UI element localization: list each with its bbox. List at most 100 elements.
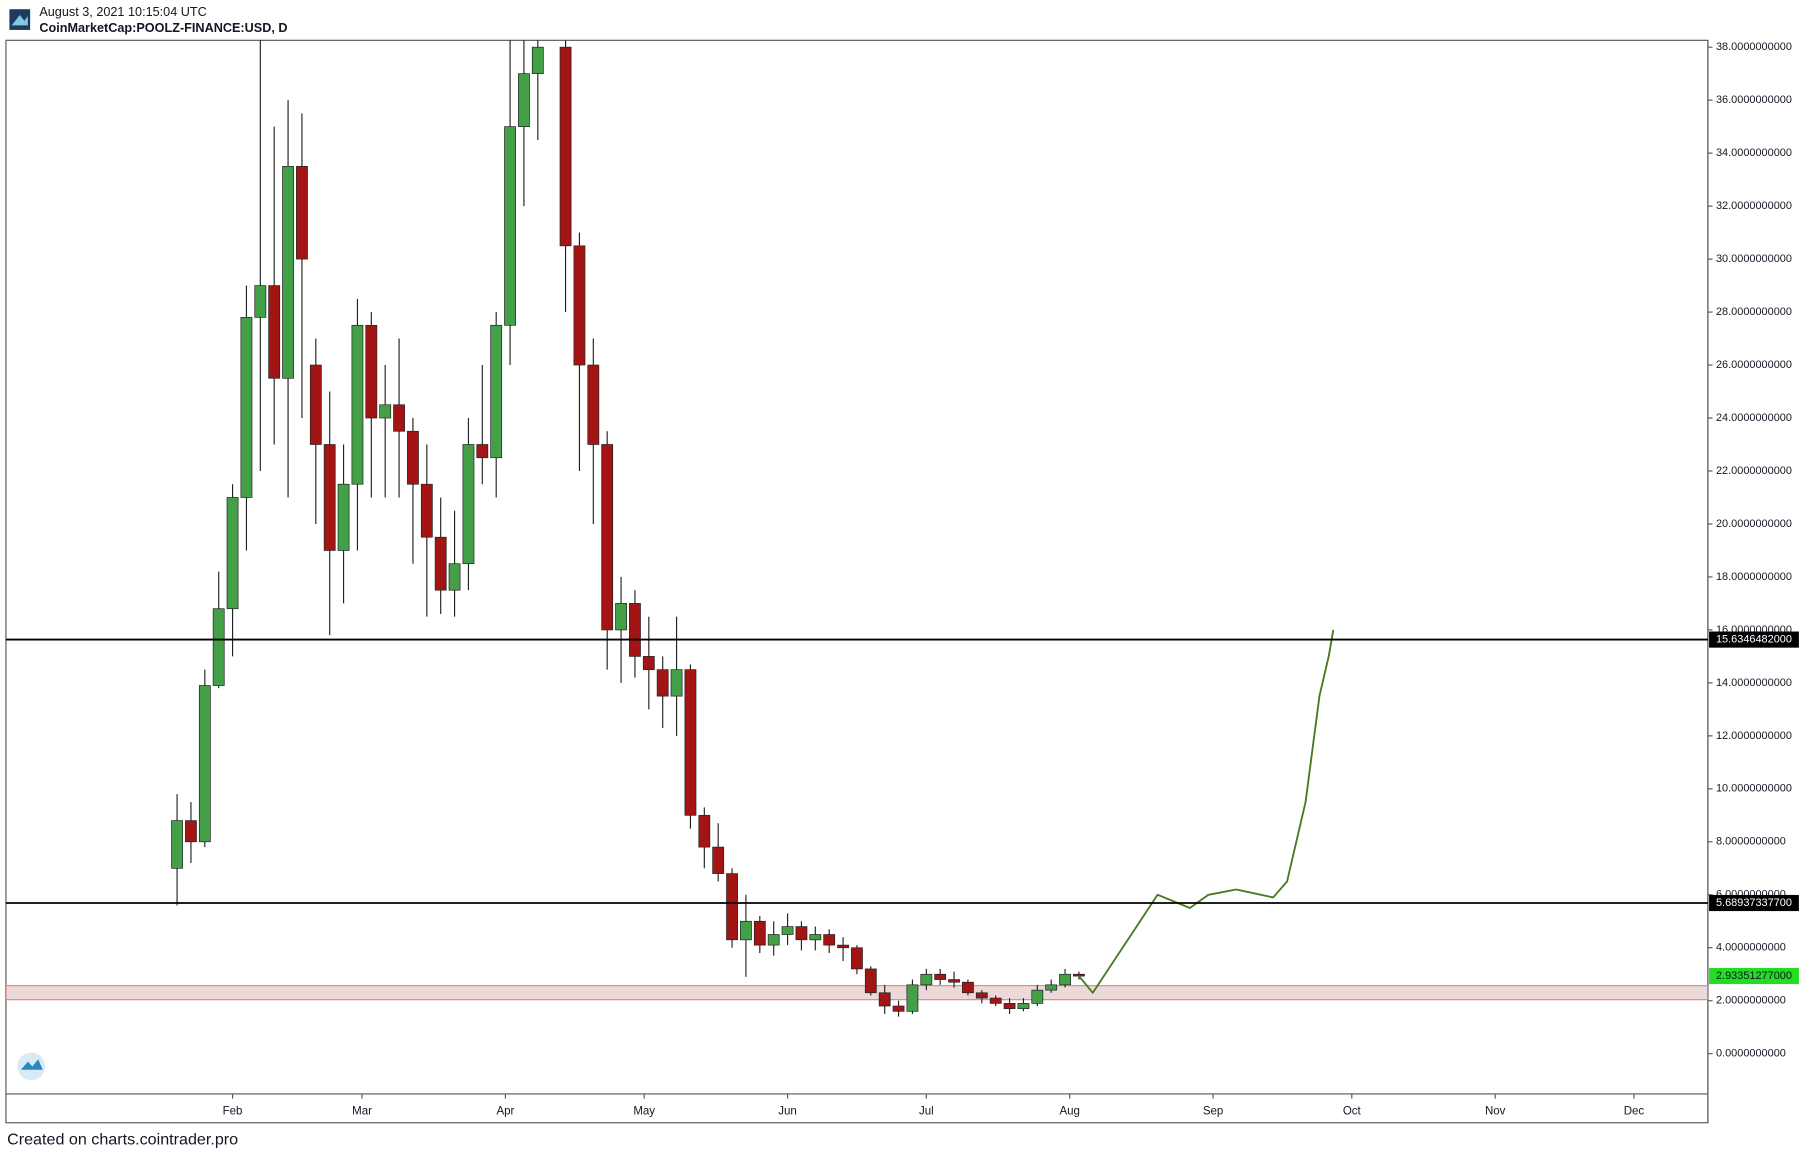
candle-body bbox=[656, 669, 669, 697]
candle-body bbox=[615, 603, 627, 631]
y-tick-label: 30.0000000000 bbox=[1716, 253, 1792, 265]
x-tick-label: Sep bbox=[1203, 1105, 1223, 1117]
y-tick-label: 10.0000000000 bbox=[1716, 783, 1792, 795]
candle-body bbox=[1031, 989, 1044, 1004]
candle-body bbox=[393, 404, 405, 432]
candle-body bbox=[434, 536, 447, 591]
x-tick-label: Mar bbox=[352, 1105, 372, 1117]
candle-body bbox=[171, 820, 183, 869]
candle-body bbox=[642, 656, 655, 670]
candle-body bbox=[712, 846, 725, 874]
candle-body bbox=[892, 1005, 905, 1012]
y-tick-label: 24.0000000000 bbox=[1716, 412, 1792, 424]
candle-body bbox=[282, 166, 294, 379]
candle-body bbox=[753, 920, 766, 946]
y-tick-label: 36.0000000000 bbox=[1716, 94, 1792, 106]
plot-area bbox=[5, 40, 1708, 1017]
candle-body bbox=[975, 992, 988, 999]
volume-logo bbox=[17, 1052, 46, 1081]
candle-body bbox=[948, 979, 960, 983]
x-tick-label: May bbox=[633, 1105, 655, 1117]
candle-body bbox=[934, 973, 947, 980]
candle-body bbox=[837, 944, 849, 949]
candle-body bbox=[296, 166, 308, 260]
y-tick-label: 28.0000000000 bbox=[1716, 306, 1792, 318]
y-tick-label: 12.0000000000 bbox=[1716, 730, 1792, 742]
candle-body bbox=[518, 73, 530, 127]
y-tick-label: 14.0000000000 bbox=[1716, 677, 1792, 689]
level-label: 5.68937337700 bbox=[1716, 897, 1792, 909]
candle-body bbox=[809, 934, 822, 941]
x-tick-label: Nov bbox=[1485, 1105, 1506, 1117]
candle-body bbox=[1003, 1003, 1016, 1010]
candle-body bbox=[462, 444, 475, 565]
y-tick-label: 34.0000000000 bbox=[1716, 147, 1792, 159]
candle-body bbox=[323, 444, 336, 551]
x-tick-label: Aug bbox=[1059, 1105, 1079, 1117]
y-tick-label: 38.0000000000 bbox=[1716, 41, 1792, 53]
y-tick-label: 4.0000000000 bbox=[1716, 942, 1786, 954]
candle-body bbox=[212, 608, 225, 686]
candle-body bbox=[698, 814, 711, 848]
symbol: CoinMarketCap:POOLZ-FINANCE:USD, D bbox=[39, 21, 287, 35]
candle-body bbox=[781, 926, 794, 935]
level-label: 15.6346482000 bbox=[1716, 633, 1792, 645]
candle-body bbox=[407, 430, 419, 485]
y-tick-label: 22.0000000000 bbox=[1716, 465, 1792, 477]
y-tick-label: 32.0000000000 bbox=[1716, 200, 1792, 212]
candle-body bbox=[864, 968, 877, 994]
last-price-label: 2.93351277000 bbox=[1716, 970, 1792, 982]
candle-body bbox=[198, 685, 211, 843]
candle-body bbox=[601, 444, 614, 631]
candle-body bbox=[379, 404, 392, 419]
candle-body bbox=[878, 992, 891, 1007]
candle-body bbox=[906, 984, 919, 1012]
x-tick-label: Feb bbox=[223, 1105, 243, 1117]
y-tick-label: 26.0000000000 bbox=[1716, 359, 1792, 371]
y-tick-label: 2.0000000000 bbox=[1716, 995, 1786, 1007]
x-tick-label: Apr bbox=[496, 1105, 514, 1117]
candle-body bbox=[962, 981, 974, 994]
candle-body bbox=[337, 483, 350, 551]
credit: Created on charts.cointrader.pro bbox=[7, 1130, 238, 1148]
candle-body bbox=[268, 285, 281, 379]
candle-body bbox=[629, 603, 641, 657]
x-tick-label: Jun bbox=[778, 1105, 797, 1117]
candle-body bbox=[254, 285, 267, 318]
candle-body bbox=[1073, 973, 1085, 977]
candle-body bbox=[795, 926, 808, 941]
level-label-box bbox=[1709, 894, 1799, 912]
candle-body bbox=[226, 497, 239, 610]
candle-body bbox=[1059, 973, 1071, 986]
candle-body bbox=[989, 997, 1002, 1004]
candle-body bbox=[670, 669, 683, 697]
y-tick-label: 18.0000000000 bbox=[1716, 571, 1792, 583]
candle-body bbox=[684, 669, 697, 816]
candle-body bbox=[351, 324, 364, 485]
candle-body bbox=[448, 563, 461, 591]
candle-body bbox=[920, 973, 933, 986]
candle-body bbox=[740, 920, 752, 941]
candle-body bbox=[1045, 984, 1058, 991]
candle-body bbox=[573, 245, 586, 366]
last-price-box bbox=[1709, 967, 1799, 985]
candle-body bbox=[185, 820, 197, 843]
level-label-box bbox=[1709, 631, 1799, 648]
x-tick-label: Dec bbox=[1624, 1105, 1645, 1117]
candle-body bbox=[851, 947, 863, 970]
projection-line bbox=[1078, 629, 1335, 994]
candle-body bbox=[726, 873, 738, 941]
candle-body bbox=[823, 934, 836, 946]
y-tick-label: 20.0000000000 bbox=[1716, 518, 1792, 530]
candle-body bbox=[240, 317, 253, 498]
x-tick-label: Jul bbox=[919, 1105, 934, 1117]
candle-body bbox=[531, 46, 544, 75]
candle-body bbox=[1017, 1003, 1030, 1010]
support-zone bbox=[5, 985, 1708, 1001]
candle-body bbox=[767, 934, 780, 946]
candle-body bbox=[559, 46, 572, 247]
candle-body bbox=[476, 444, 489, 459]
y-tick-label: 8.0000000000 bbox=[1716, 836, 1786, 848]
